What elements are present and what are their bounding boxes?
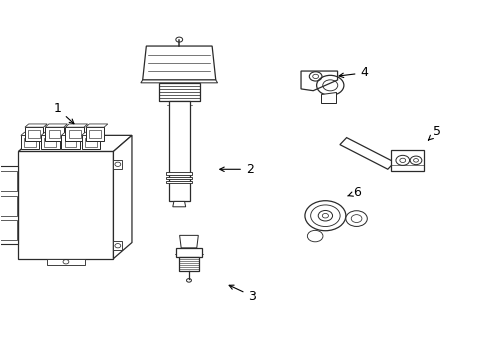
- Polygon shape: [173, 202, 186, 207]
- Polygon shape: [180, 235, 198, 248]
- Polygon shape: [25, 124, 47, 127]
- Polygon shape: [169, 102, 190, 202]
- Polygon shape: [45, 124, 68, 127]
- Polygon shape: [65, 127, 84, 141]
- Polygon shape: [114, 242, 122, 250]
- Text: 2: 2: [220, 163, 254, 176]
- Polygon shape: [143, 46, 216, 80]
- Polygon shape: [114, 160, 122, 168]
- Polygon shape: [114, 135, 132, 258]
- Circle shape: [305, 201, 346, 231]
- Polygon shape: [0, 166, 19, 244]
- Text: 1: 1: [53, 102, 74, 124]
- Polygon shape: [167, 181, 192, 184]
- Polygon shape: [45, 127, 64, 141]
- Polygon shape: [19, 135, 132, 152]
- Polygon shape: [301, 71, 338, 91]
- Polygon shape: [25, 127, 44, 141]
- Polygon shape: [61, 132, 83, 135]
- Polygon shape: [47, 258, 85, 265]
- Polygon shape: [340, 138, 394, 169]
- Polygon shape: [19, 152, 114, 258]
- Text: 4: 4: [339, 66, 368, 79]
- Polygon shape: [176, 248, 202, 257]
- Text: 5: 5: [428, 125, 441, 140]
- Polygon shape: [86, 127, 104, 141]
- Polygon shape: [21, 132, 43, 135]
- Polygon shape: [321, 93, 336, 103]
- Polygon shape: [41, 132, 63, 135]
- Polygon shape: [81, 132, 104, 135]
- Polygon shape: [141, 80, 218, 83]
- Polygon shape: [81, 135, 100, 149]
- Text: 6: 6: [348, 186, 361, 199]
- Polygon shape: [159, 83, 200, 102]
- Polygon shape: [61, 135, 80, 149]
- Polygon shape: [65, 124, 88, 127]
- Polygon shape: [21, 135, 39, 149]
- Polygon shape: [41, 135, 60, 149]
- Polygon shape: [167, 172, 192, 175]
- Text: 3: 3: [229, 285, 256, 303]
- Polygon shape: [391, 150, 424, 171]
- Polygon shape: [167, 177, 192, 179]
- Circle shape: [346, 211, 368, 226]
- Circle shape: [307, 230, 323, 242]
- Polygon shape: [86, 124, 108, 127]
- Polygon shape: [179, 257, 199, 271]
